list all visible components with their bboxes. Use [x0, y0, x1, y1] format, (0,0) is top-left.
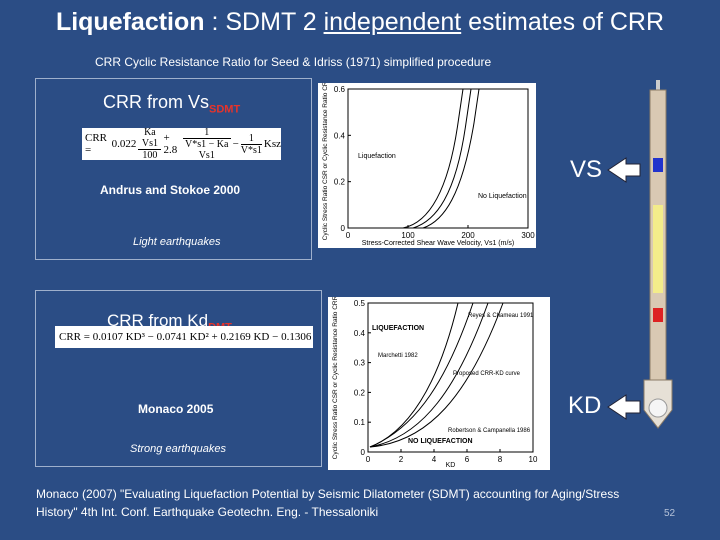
curve — [369, 302, 504, 448]
figure-bg — [328, 297, 550, 470]
frac: 1 V*s1 − Ka Vs1 — [182, 127, 231, 161]
y-tick-label: 0.4 — [334, 131, 346, 140]
x-tick-label: 0 — [346, 231, 351, 240]
f: 1 — [240, 133, 262, 145]
annotation: Proposed CRR-KD curve — [453, 371, 521, 377]
cable — [656, 80, 660, 92]
y-tick-label: 0.5 — [354, 299, 366, 308]
arrow — [607, 157, 641, 183]
x-axis-label: KD — [446, 462, 456, 469]
y-tick-label: 0.1 — [354, 418, 366, 427]
title: Liquefaction : SDMT 2 independent estima… — [0, 8, 720, 37]
y-tick-label: 0 — [341, 224, 346, 233]
y-axis-label: Cyclic Stress Ratio CSR or Cyclic Resist… — [332, 297, 339, 459]
y-tick-label: 0.2 — [334, 178, 346, 187]
annotation: Liquefaction — [358, 153, 396, 160]
curve — [412, 88, 472, 229]
f: Ka Vs1 — [138, 127, 162, 150]
f: 100 — [142, 150, 158, 161]
figure: 0 100 200 300 0 0.2 0.4 0.6 Stress-Corrected She… — [318, 83, 536, 248]
y-tick-label: 0.2 — [354, 388, 366, 397]
x-tick-label: 100 — [401, 231, 415, 240]
heading-text: CRR from Vs — [103, 92, 210, 112]
f: 1 — [182, 127, 231, 139]
panel-vs — [35, 78, 312, 260]
panel-kd — [35, 290, 322, 467]
y-tick-label: 0.6 — [334, 85, 346, 94]
f: − — [232, 138, 239, 150]
arrow — [607, 394, 641, 420]
f: CRR = — [85, 132, 108, 156]
x-tick-label: 0 — [366, 455, 371, 464]
title-mid: : SDMT 2 — [204, 8, 324, 36]
x-tick-label: 300 — [521, 231, 535, 240]
y-tick-label: 0 — [361, 448, 366, 457]
annotation: LIQUEFACTION — [372, 325, 424, 332]
y-tick-label: 0.4 — [354, 329, 366, 338]
annotation: Robertson & Campanella 1986 — [448, 428, 531, 434]
annotation: Reyes & Chameau 1991 — [468, 313, 534, 319]
kd-label: KD — [568, 392, 602, 419]
title-end: estimates of CRR — [461, 8, 665, 36]
figure: 0 2 4 6 8 10 0 0.1 0.2 0.3 0.4 0.5 KD Cyclic Stress R… — [328, 297, 550, 470]
figure-bg — [318, 83, 536, 248]
page-number: 52 — [664, 508, 676, 519]
heading: CRR from VsSDMT — [103, 92, 240, 116]
frac: Ka Vs1 100 — [138, 127, 162, 161]
note: Strong earthquakes — [130, 443, 227, 455]
sensor — [653, 205, 663, 293]
annotation: Marchetti 1982 — [378, 353, 418, 359]
annotation: No Liquefaction — [478, 193, 527, 200]
y-tick-label: 0.3 — [354, 359, 366, 368]
annotation: NO LIQUEFACTION — [408, 438, 473, 445]
heading-sub: SDMT — [209, 103, 241, 116]
x-tick-label: 10 — [529, 455, 538, 464]
f: V*s1 — [240, 144, 262, 156]
curve — [422, 88, 480, 229]
y-axis-label: Cyclic Stress Ratio CSR or Cyclic Resist… — [322, 83, 329, 240]
x-tick-label: 200 — [461, 231, 475, 240]
curve — [402, 88, 464, 229]
probe-art — [607, 80, 673, 429]
reference: Monaco 2005 — [138, 402, 214, 416]
plot-frame — [347, 88, 529, 229]
heading-text: CRR from Kd — [107, 311, 209, 330]
sensor — [653, 308, 663, 322]
f: Ksz — [263, 138, 282, 150]
citation: Monaco (2007) "Evaluating Liquefaction P… — [36, 487, 620, 519]
frac: 1 V*s1 — [240, 133, 262, 156]
vs-label: VS — [570, 156, 603, 183]
curve — [369, 302, 474, 448]
reference: Andrus and Stokoe 2000 — [100, 183, 241, 197]
curve — [369, 302, 489, 448]
note: Light earthquakes — [133, 236, 221, 248]
formula: CRR = 0.0107 KD³ − 0.0741 KD² + 0.2169 K… — [55, 326, 313, 348]
x-tick-label: 2 — [399, 455, 404, 464]
x-tick-label: 6 — [465, 455, 470, 464]
x-tick-label: 8 — [498, 455, 503, 464]
title-bold: Liquefaction — [55, 8, 205, 36]
x-axis-label: Stress-Corrected Shear Wave Velocity, Vs… — [362, 240, 515, 247]
f: V*s1 − Ka Vs1 — [185, 139, 229, 161]
x-tick-label: 4 — [432, 455, 437, 464]
sensor — [653, 158, 663, 172]
title-underlined: independent — [323, 8, 462, 36]
formula: CRR = 0.022 Ka Vs1 100 + 2.8 1 V*s1 − Ka V… — [82, 127, 282, 161]
plot-frame — [367, 302, 534, 453]
f: + 2.8 — [163, 132, 178, 156]
subtitle: CRR Cyclic Resistance Ratio for Seed & I… — [95, 55, 492, 69]
membrane — [648, 398, 668, 418]
f: 0.022 — [111, 138, 137, 150]
